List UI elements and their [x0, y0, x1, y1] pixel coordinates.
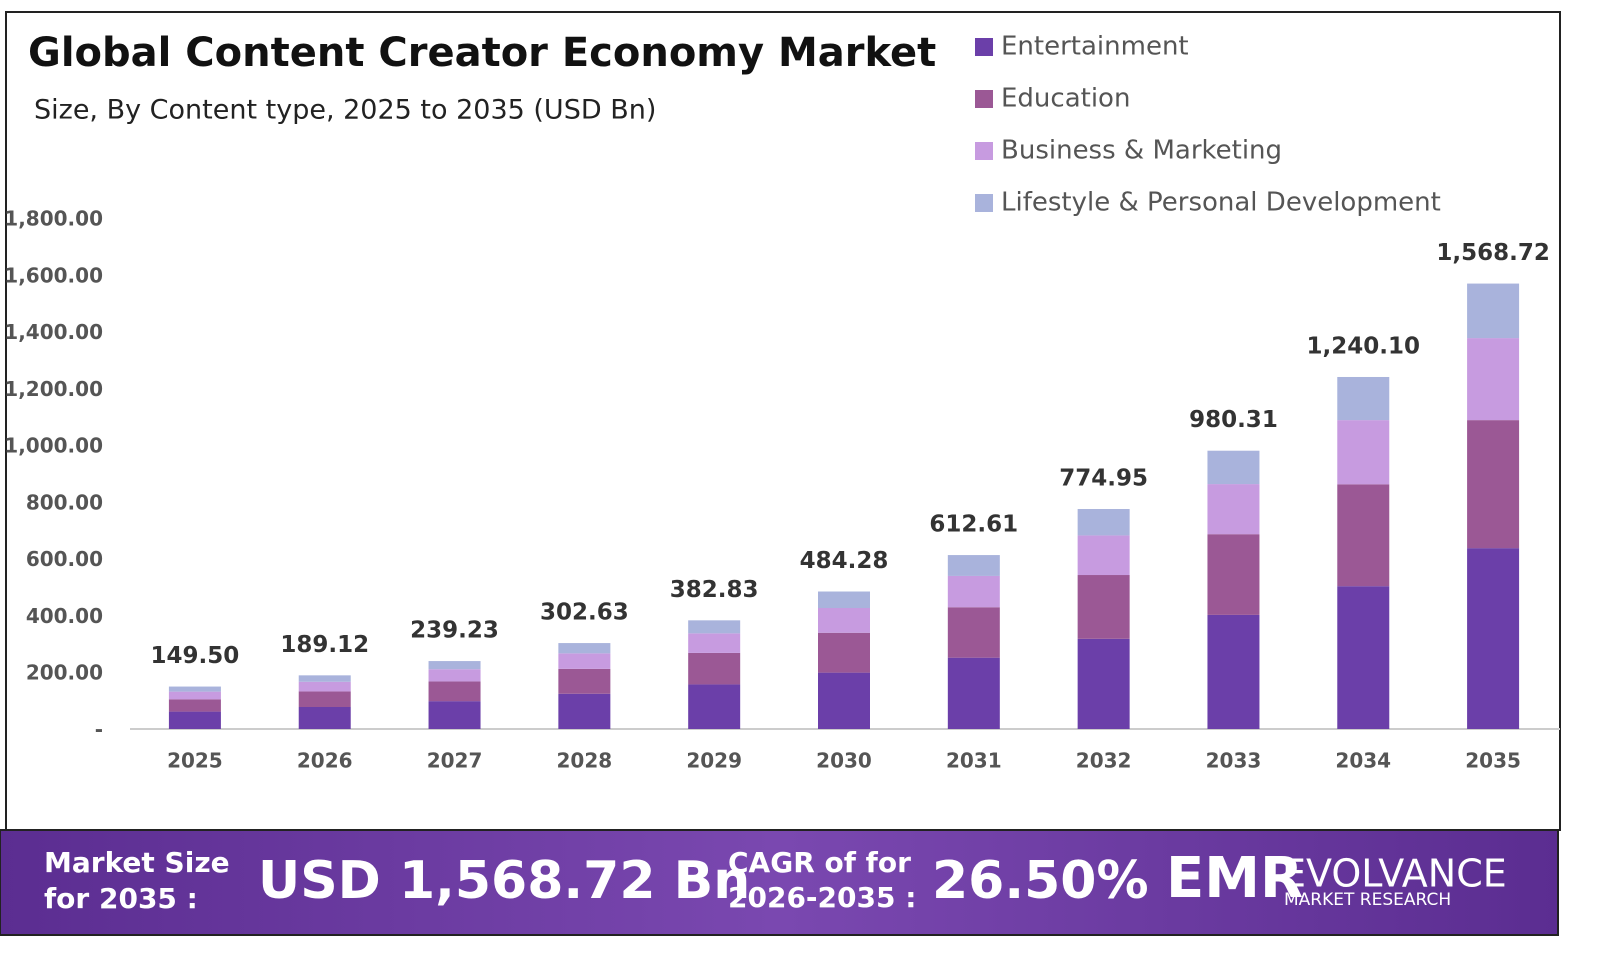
total-label: 382.83 — [670, 577, 759, 603]
bar-segment — [947, 575, 1000, 608]
frame — [5, 11, 1561, 831]
y-tick-label: 1,400.00 — [4, 320, 103, 344]
bar-segment — [558, 668, 611, 694]
y-tick-label: 200.00 — [26, 661, 103, 685]
bar-segment — [947, 657, 1000, 729]
bar-segment — [428, 669, 481, 682]
bar-segment — [1467, 548, 1520, 729]
x-tick-label: 2027 — [427, 749, 483, 773]
legend-label: Lifestyle & Personal Development — [1001, 188, 1441, 218]
bar-segment — [947, 607, 1000, 658]
y-tick-label: 600.00 — [26, 547, 103, 571]
bar-segment — [818, 672, 870, 729]
y-tick-label: 400.00 — [26, 604, 103, 628]
bar-segment — [298, 691, 351, 707]
x-tick-label: 2032 — [1076, 749, 1132, 773]
bar-segment — [298, 706, 351, 729]
bar-segment — [1077, 509, 1130, 536]
total-label: 149.50 — [151, 643, 240, 669]
bar-segment — [1077, 638, 1130, 729]
bar-segment — [1467, 283, 1520, 339]
y-tick-label: 1,000.00 — [4, 434, 103, 458]
bar-segment — [298, 675, 351, 682]
bar-segment — [1077, 575, 1130, 639]
footer-label: CAGR of for — [728, 846, 911, 879]
bar-segment — [168, 711, 221, 729]
total-label: 1,568.72 — [1436, 240, 1550, 266]
y-tick-label: - — [95, 718, 103, 742]
x-tick-label: 2031 — [946, 749, 1002, 773]
bar-segment — [688, 620, 741, 634]
bar-segment — [168, 686, 221, 692]
bar-segment — [558, 643, 611, 654]
y-tick-label: 1,200.00 — [4, 377, 103, 401]
bar-segment — [688, 633, 741, 653]
bar-segment — [1337, 484, 1390, 587]
legend-swatch — [975, 142, 993, 160]
total-label: 239.23 — [410, 618, 499, 644]
x-tick-label: 2030 — [816, 749, 872, 773]
x-tick-label: 2028 — [557, 749, 613, 773]
bar-segment — [168, 691, 221, 700]
bar-segment — [947, 555, 1000, 576]
bar-segment — [428, 681, 481, 702]
bar-segment — [688, 652, 741, 685]
bar-segment — [558, 693, 611, 729]
footer-label: for 2035 : — [44, 882, 198, 915]
bar-segment — [1337, 420, 1390, 485]
bar-segment — [818, 608, 870, 633]
bar-segment — [168, 699, 221, 712]
legend-swatch — [975, 38, 993, 56]
bar-segment — [1207, 614, 1260, 729]
bar-segment — [1207, 534, 1260, 615]
total-label: 484.28 — [800, 548, 889, 574]
legend-swatch — [975, 90, 993, 108]
bar-segment — [1337, 586, 1390, 729]
total-label: 189.12 — [280, 632, 369, 658]
logo-mark: EMR — [1166, 846, 1303, 911]
bar-segment — [1337, 376, 1390, 421]
bar-segment — [428, 661, 481, 670]
chart-subtitle: Size, By Content type, 2025 to 2035 (USD… — [34, 95, 656, 126]
x-tick-label: 2025 — [167, 749, 223, 773]
legend-swatch — [975, 194, 993, 212]
y-tick-label: 1,800.00 — [4, 207, 103, 231]
legend-label: Education — [1001, 84, 1130, 114]
x-tick-label: 2035 — [1465, 749, 1521, 773]
bar-segment — [1467, 420, 1520, 549]
bar-segment — [688, 684, 741, 729]
total-label: 1,240.10 — [1307, 333, 1421, 359]
bar-segment — [1077, 535, 1130, 576]
logo-sub: MARKET RESEARCH — [1284, 890, 1451, 910]
bar-segment — [1467, 338, 1520, 421]
x-tick-label: 2029 — [686, 749, 742, 773]
total-label: 774.95 — [1059, 466, 1148, 492]
footer-value: USD 1,568.72 Bn — [258, 851, 750, 911]
footer-label: Market Size — [44, 846, 230, 879]
bar-segment — [298, 681, 351, 692]
x-tick-label: 2033 — [1206, 749, 1262, 773]
footer-value: 26.50% — [932, 851, 1149, 911]
bar-segment — [558, 653, 611, 669]
footer-band — [0, 829, 1559, 936]
legend-label: Business & Marketing — [1001, 136, 1282, 166]
footer-label: 2026-2035 : — [728, 881, 916, 914]
chart-title: Global Content Creator Economy Market — [28, 30, 936, 76]
total-label: 980.31 — [1189, 407, 1278, 433]
y-tick-label: 800.00 — [26, 490, 103, 514]
bar-segment — [1207, 484, 1260, 535]
bar-segment — [818, 591, 870, 609]
bar-segment — [1207, 450, 1260, 485]
x-tick-label: 2026 — [297, 749, 353, 773]
bar-segment — [818, 632, 870, 673]
x-tick-label: 2034 — [1335, 749, 1391, 773]
bar-segment — [428, 701, 481, 729]
total-label: 302.63 — [540, 600, 629, 626]
total-label: 612.61 — [929, 512, 1018, 538]
logo-name: EVOLVANCE — [1282, 852, 1507, 896]
legend-label: Entertainment — [1001, 32, 1189, 62]
y-tick-label: 1,600.00 — [4, 263, 103, 287]
